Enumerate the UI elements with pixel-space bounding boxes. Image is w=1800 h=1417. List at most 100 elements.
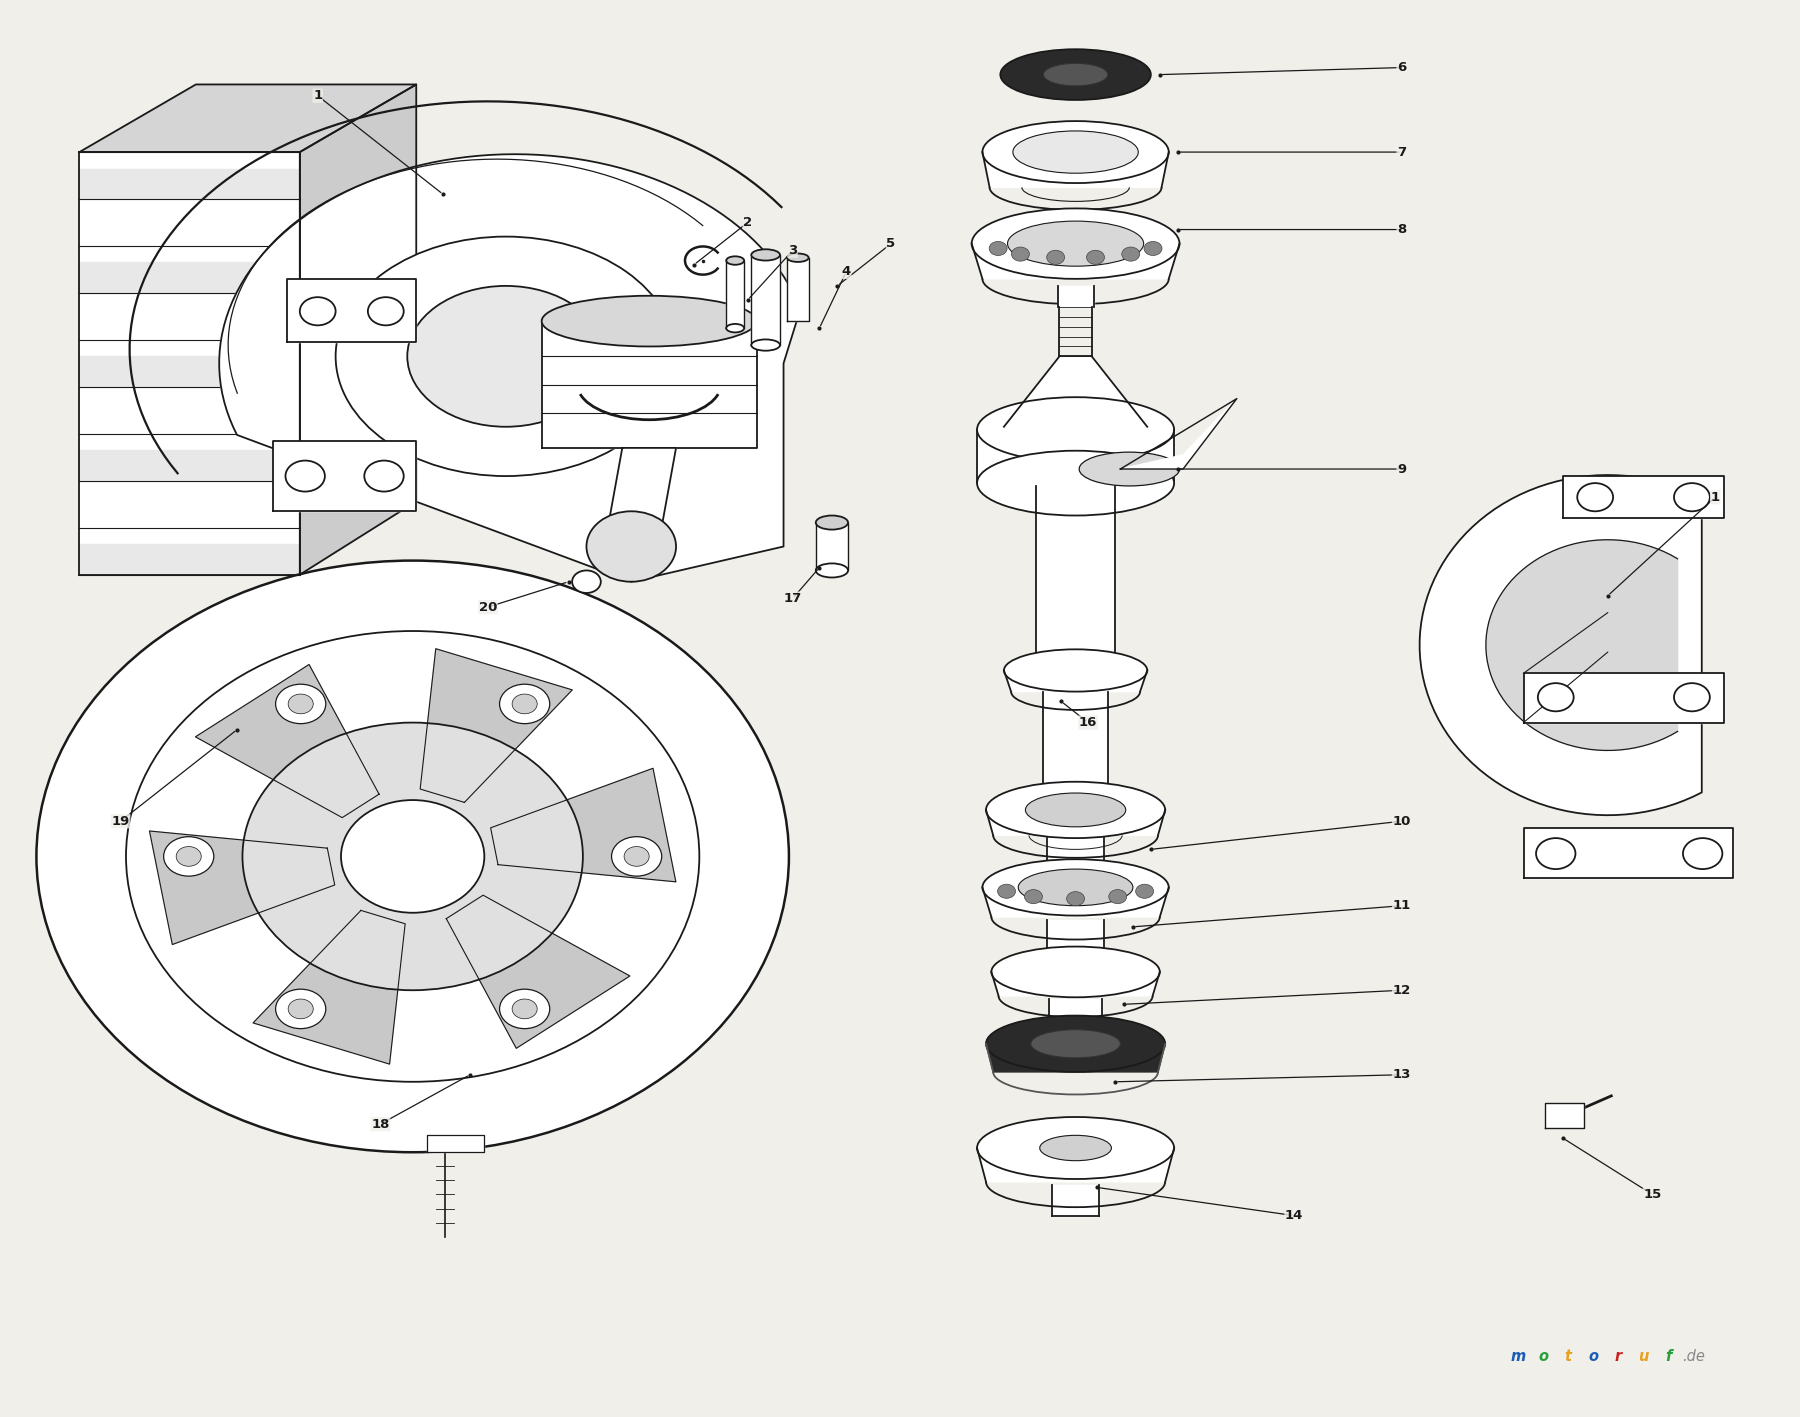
Polygon shape — [220, 154, 801, 582]
Polygon shape — [274, 441, 416, 512]
Circle shape — [500, 989, 549, 1029]
Circle shape — [500, 684, 549, 724]
Ellipse shape — [977, 1117, 1174, 1179]
Polygon shape — [79, 356, 301, 387]
Circle shape — [1535, 837, 1575, 869]
Ellipse shape — [542, 296, 756, 347]
Polygon shape — [79, 215, 301, 247]
Polygon shape — [1523, 829, 1733, 877]
Text: 3: 3 — [788, 244, 797, 256]
Circle shape — [513, 999, 536, 1019]
Circle shape — [513, 694, 536, 714]
Ellipse shape — [335, 237, 677, 476]
Ellipse shape — [751, 249, 779, 261]
Circle shape — [1537, 683, 1573, 711]
Text: f: f — [1665, 1349, 1672, 1365]
Ellipse shape — [983, 859, 1168, 915]
Text: 12: 12 — [1393, 983, 1411, 996]
Text: 15: 15 — [1643, 1187, 1661, 1202]
Polygon shape — [1562, 476, 1724, 519]
Circle shape — [367, 298, 403, 326]
Circle shape — [1046, 251, 1064, 265]
Circle shape — [1136, 884, 1154, 898]
Circle shape — [1683, 837, 1723, 869]
Polygon shape — [79, 309, 301, 340]
Polygon shape — [79, 404, 301, 434]
Circle shape — [1087, 251, 1105, 265]
Ellipse shape — [407, 286, 605, 427]
Polygon shape — [491, 768, 675, 881]
Circle shape — [176, 846, 202, 866]
Polygon shape — [79, 169, 301, 198]
Circle shape — [1674, 683, 1710, 711]
Text: 9: 9 — [1397, 462, 1406, 476]
Polygon shape — [992, 972, 1159, 996]
Text: .de: .de — [1683, 1349, 1705, 1365]
Circle shape — [625, 846, 650, 866]
Polygon shape — [79, 152, 301, 575]
Circle shape — [587, 512, 677, 582]
Ellipse shape — [986, 1016, 1165, 1071]
Polygon shape — [1523, 673, 1724, 723]
Polygon shape — [986, 811, 1165, 835]
Polygon shape — [1053, 1185, 1098, 1216]
Circle shape — [243, 723, 583, 990]
Text: 13: 13 — [1393, 1068, 1411, 1081]
Polygon shape — [1048, 920, 1103, 965]
Polygon shape — [196, 665, 380, 818]
Text: 1: 1 — [1710, 490, 1719, 503]
Ellipse shape — [1013, 130, 1138, 173]
Ellipse shape — [1004, 649, 1147, 691]
Text: 16: 16 — [1078, 716, 1098, 730]
Circle shape — [612, 836, 662, 876]
Text: 1: 1 — [313, 89, 322, 102]
Circle shape — [288, 694, 313, 714]
Ellipse shape — [977, 397, 1174, 462]
Ellipse shape — [1040, 1135, 1111, 1161]
Circle shape — [126, 631, 700, 1081]
Circle shape — [990, 241, 1006, 255]
Text: o: o — [1588, 1349, 1598, 1365]
Text: 18: 18 — [371, 1118, 389, 1131]
Text: 19: 19 — [112, 815, 130, 828]
Polygon shape — [1004, 670, 1147, 691]
Polygon shape — [977, 1148, 1174, 1182]
Polygon shape — [972, 244, 1179, 279]
Polygon shape — [1120, 398, 1237, 469]
Ellipse shape — [751, 340, 779, 350]
Text: 14: 14 — [1285, 1209, 1303, 1221]
Polygon shape — [419, 649, 572, 802]
Polygon shape — [79, 85, 416, 152]
Polygon shape — [79, 544, 301, 575]
Circle shape — [275, 989, 326, 1029]
Polygon shape — [288, 279, 416, 343]
Circle shape — [572, 571, 601, 592]
Polygon shape — [1048, 837, 1103, 880]
Text: 20: 20 — [479, 601, 497, 614]
Polygon shape — [1058, 286, 1094, 307]
Ellipse shape — [983, 120, 1168, 183]
Circle shape — [364, 461, 403, 492]
Text: 2: 2 — [743, 215, 752, 230]
Circle shape — [997, 884, 1015, 898]
Text: 7: 7 — [1397, 146, 1406, 159]
Ellipse shape — [815, 564, 848, 578]
Ellipse shape — [972, 208, 1179, 279]
Ellipse shape — [815, 516, 848, 530]
Polygon shape — [1420, 475, 1701, 815]
Polygon shape — [1487, 540, 1678, 751]
Ellipse shape — [1044, 64, 1107, 86]
Circle shape — [1121, 247, 1139, 261]
Polygon shape — [301, 85, 416, 575]
Polygon shape — [986, 1044, 1165, 1071]
Ellipse shape — [977, 451, 1174, 516]
Text: u: u — [1638, 1349, 1649, 1365]
Text: 4: 4 — [842, 265, 851, 278]
Polygon shape — [254, 910, 405, 1064]
Polygon shape — [446, 896, 630, 1049]
Ellipse shape — [1026, 794, 1125, 828]
Circle shape — [164, 836, 214, 876]
Polygon shape — [1004, 356, 1147, 427]
Circle shape — [1577, 483, 1613, 512]
Polygon shape — [542, 322, 756, 448]
